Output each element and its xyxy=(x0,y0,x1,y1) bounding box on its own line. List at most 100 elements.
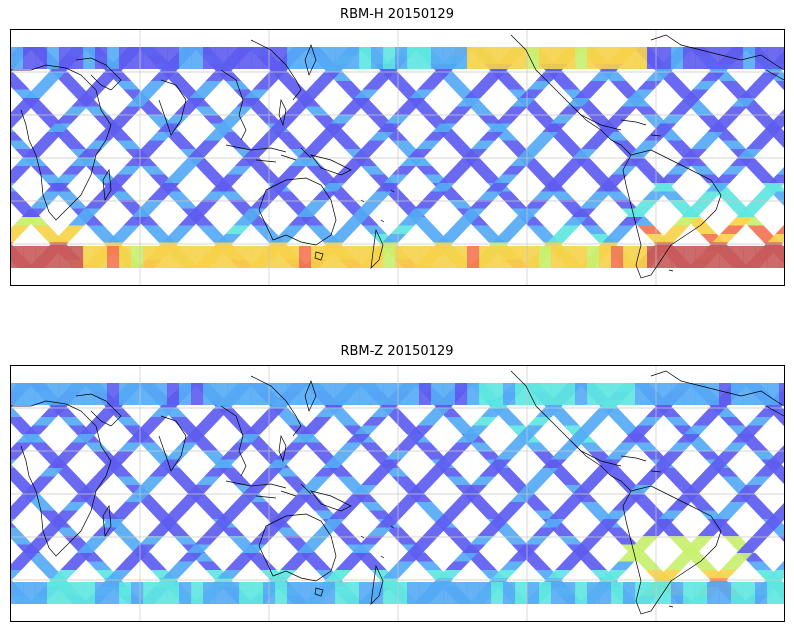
rbm-h-swath-cell xyxy=(385,115,410,124)
rbm-h-swath-cell xyxy=(453,217,478,226)
rbm-h-swath-cell xyxy=(141,140,166,149)
rbm-z-swath-cell xyxy=(508,553,533,562)
rbm-z-swath-cell xyxy=(535,408,560,417)
rbm-h-swath-cell xyxy=(69,157,95,166)
rbm-z-swath-cell xyxy=(307,561,332,570)
rbm-h-coastline-path xyxy=(102,168,112,202)
rbm-z-swath-cell xyxy=(754,468,779,477)
rbm-h-north-band-cell xyxy=(35,47,48,69)
rbm-z-swath-cell xyxy=(408,485,433,494)
rbm-h-swath-cell xyxy=(118,106,143,115)
rbm-z-swath-cell xyxy=(110,451,135,460)
rbm-h-swath-cell xyxy=(226,140,251,149)
rbm-h-coastlines xyxy=(11,34,784,279)
rbm-z-south-band-cell xyxy=(539,582,552,604)
rbm-z-swath-cell xyxy=(116,502,141,511)
rbm-z-swath-cell xyxy=(469,536,494,545)
rbm-z-south-band-cell xyxy=(527,582,540,604)
rbm-z-swath-cell xyxy=(107,570,132,579)
rbm-z-swath-cell xyxy=(131,544,156,553)
rbm-z-north-band-cell xyxy=(575,383,588,405)
rbm-h-swath-cell xyxy=(189,89,214,98)
rbm-z-swath-cell xyxy=(150,408,175,417)
rbm-z-swath-cell xyxy=(359,442,384,451)
rbm-h-swath-cell xyxy=(432,123,457,132)
rbm-h-swath-cell xyxy=(289,157,315,166)
rbm-z-swath-cell xyxy=(720,561,745,570)
rbm-h-swath-cell xyxy=(425,72,450,81)
rbm-h-swath-cell xyxy=(602,234,627,243)
rbm-h-swath-cell xyxy=(336,140,361,149)
rbm-z-swath-cell xyxy=(165,451,190,460)
rbm-h-coastline-path xyxy=(360,189,395,223)
rbm-h-swath-cell xyxy=(147,115,172,124)
rbm-z-swath-cell xyxy=(377,459,402,468)
rbm-h-swath-cell xyxy=(346,98,371,107)
rbm-z-swath-cell xyxy=(87,561,112,570)
rbm-h-swath-cell xyxy=(281,140,306,149)
rbm-z-coastline-path xyxy=(620,455,662,473)
rbm-h-swath-cell xyxy=(307,81,332,90)
rbm-z-north-band-cell xyxy=(251,383,264,405)
rbm-h-swath-cell xyxy=(666,140,691,149)
rbm-h-north-band-cell xyxy=(719,47,732,69)
rbm-h-swath-cell xyxy=(618,217,643,226)
rbm-h-south-band-cell xyxy=(755,246,768,268)
rbm-h-swath-cell xyxy=(519,89,544,98)
rbm-h-swath-cell xyxy=(228,200,253,209)
rbm-h-north-band-cell xyxy=(755,47,768,69)
rbm-z-swath-cell xyxy=(681,544,706,553)
rbm-z-swath-cell xyxy=(288,553,313,562)
rbm-z-swath-cell xyxy=(471,502,496,511)
rbm-z-north-band-cell xyxy=(227,383,240,405)
rbm-z-north-band-cell xyxy=(587,383,600,405)
rbm-h-swath-cell xyxy=(501,140,526,149)
rbm-z-south-band-cell xyxy=(143,582,156,604)
rbm-z-south-band-cell xyxy=(299,582,312,604)
rbm-z-swath-cell xyxy=(11,459,17,466)
rbm-z-swath-cell xyxy=(171,476,196,485)
rbm-z-north-band-cell xyxy=(95,383,108,405)
rbm-z-swath-cell xyxy=(289,493,315,502)
rbm-h-swath-cell xyxy=(197,225,222,234)
rbm-h-north-band-cell xyxy=(395,47,408,69)
rbm-z-north-band-cell xyxy=(167,383,180,405)
rbm-z-swath-cell xyxy=(39,468,64,477)
rbm-h-swath-cell xyxy=(534,132,559,141)
rbm-h-swath-cell xyxy=(705,183,730,192)
rbm-h-swath-cell xyxy=(634,200,659,209)
rbm-z-south-band-cell xyxy=(443,582,456,604)
rbm-h-swath-cell xyxy=(674,157,700,166)
rbm-z-coastline-path xyxy=(370,564,384,605)
rbm-h-swath-cell xyxy=(178,217,203,226)
rbm-z-swath-cell xyxy=(736,544,761,553)
rbm-h-coastline-path xyxy=(314,251,324,261)
rbm-z-swath-cell xyxy=(304,536,329,545)
rbm-z-swath-cell xyxy=(24,425,49,434)
rbm-h-swath-cell xyxy=(299,89,324,98)
rbm-h-swath-cell xyxy=(335,81,360,90)
rbm-h-swath-cell xyxy=(770,115,784,124)
rbm-z-south-band-cell xyxy=(515,582,528,604)
rbm-h-swath-cell xyxy=(729,157,755,166)
rbm-z-south-band-cell xyxy=(419,582,432,604)
rbm-z-swath-cell xyxy=(713,510,738,519)
rbm-h-coastline-path xyxy=(250,39,302,101)
rbm-h-swath-cell xyxy=(31,166,56,175)
rbm-z-swath-cell xyxy=(550,527,575,536)
rbm-h-swath-cell xyxy=(359,200,384,209)
rbm-h-swath-cell xyxy=(573,149,598,158)
rbm-h-swath-cell xyxy=(288,217,313,226)
rbm-h-swath-cell xyxy=(157,123,182,132)
rbm-h-swath-cell xyxy=(361,166,386,175)
rbm-h-south-band-cell xyxy=(311,246,324,268)
rbm-z-south-band-cell xyxy=(743,582,756,604)
rbm-h-swath-cell xyxy=(440,191,465,200)
rbm-h-north-band-cell xyxy=(683,47,696,69)
rbm-z-swath-cell xyxy=(540,519,565,528)
rbm-z-swath-cell xyxy=(202,451,227,460)
rbm-z-coastline-path xyxy=(668,605,674,608)
rbm-h-swath-cell xyxy=(550,115,575,124)
rbm-h-swath-cell xyxy=(76,208,101,217)
rbm-z-swath-cell xyxy=(61,502,86,511)
